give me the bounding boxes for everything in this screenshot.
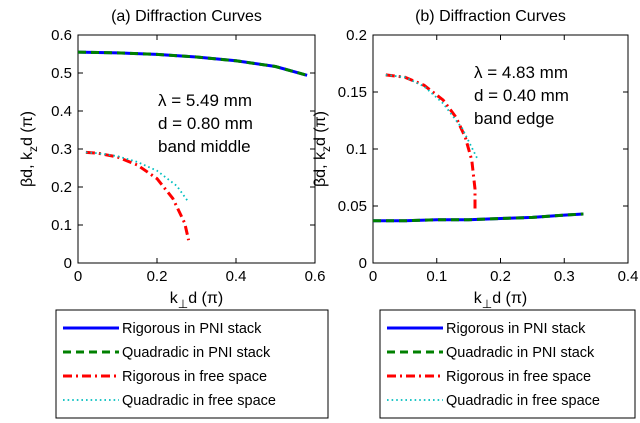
legend-b: Rigorous in PNI stack Quadradic in PNI st… (379, 309, 636, 419)
y-tick-label: 0.6 (51, 27, 72, 44)
legend-label: Rigorous in free space (122, 369, 267, 385)
annotation-text: d = 0.40 mm (474, 86, 569, 105)
legend-a: Rigorous in PNI stack Quadradic in PNI st… (55, 309, 329, 419)
x-tick-label: 0 (74, 268, 82, 285)
annotation-text: λ = 4.83 mm (474, 63, 568, 82)
annotation-text: band middle (158, 137, 251, 156)
y-axis-label: βd, kzd (π) (312, 111, 333, 187)
y-tick-label: 0.15 (338, 84, 367, 101)
x-axis-label: k⊥d (π) (170, 290, 224, 311)
x-tick-label: 0.2 (147, 268, 168, 285)
annotation-text: band edge (474, 109, 554, 128)
chart-title: (b) Diffraction Curves (415, 8, 566, 25)
legend-label: Rigorous in PNI stack (446, 321, 586, 337)
y-axis-label: βd, kzd (π) (19, 111, 40, 187)
panel-b: (b) Diffraction Curves 0 0.1 0.2 0.3 0.4 0 0.05… (312, 8, 638, 311)
panel-a: (a) Diffraction Curves 0 0.2 0.4 0.6 0 0.1 0.2 0… (19, 8, 325, 311)
x-tick-label: 0 (369, 268, 377, 285)
x-tick-label: 0.2 (490, 268, 511, 285)
x-tick-label: 0.6 (305, 268, 326, 285)
x-tick-label: 0.4 (618, 268, 639, 285)
chart-title: (a) Diffraction Curves (111, 8, 262, 25)
series-line-rigorous-in-pni-stack (77, 50, 308, 77)
legend-label: Rigorous in PNI stack (122, 321, 262, 337)
legend-label: Quadradic in free space (446, 393, 600, 409)
series-line-quadradic-in-free-space (85, 151, 190, 203)
series-line-rigorous-in-free-space (385, 73, 477, 212)
y-tick-label: 0 (64, 255, 72, 272)
annotation-text: d = 0.80 mm (158, 114, 253, 133)
legend-label: Quadradic in PNI stack (446, 345, 595, 361)
y-tick-label: 0.05 (338, 198, 367, 215)
series-line-quadradic-in-free-space (385, 74, 480, 161)
y-tick-label: 0.5 (51, 65, 72, 82)
y-tick-label: 0.2 (346, 27, 367, 44)
legend-label: Rigorous in free space (446, 369, 591, 385)
series-line-quadradic-in-pni-stack (373, 212, 584, 223)
x-tick-label: 0.4 (226, 268, 247, 285)
legend-label: Quadradic in free space (122, 393, 276, 409)
x-axis-label: k⊥d (π) (474, 290, 528, 311)
y-tick-label: 0.1 (346, 141, 367, 158)
y-tick-label: 0.1 (51, 217, 72, 234)
y-tick-label: 0.4 (51, 103, 72, 120)
x-tick-label: 0.3 (554, 268, 575, 285)
y-tick-label: 0 (359, 255, 367, 272)
x-tick-label: 0.1 (426, 268, 447, 285)
y-tick-label: 0.2 (51, 179, 72, 196)
legend-label: Quadradic in PNI stack (122, 345, 271, 361)
y-tick-label: 0.3 (51, 141, 72, 158)
series-line-quadradic-in-pni-stack (77, 50, 308, 77)
annotation-text: λ = 5.49 mm (158, 91, 252, 110)
series-line-rigorous-in-free-space (85, 150, 191, 241)
